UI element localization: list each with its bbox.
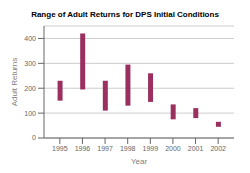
svg-text:2001: 2001 bbox=[188, 145, 204, 152]
svg-text:2002: 2002 bbox=[210, 145, 226, 152]
html-text:Range of Adult Returns for DPS: Range of Adult Returns for DPS Initial C… bbox=[31, 10, 219, 19]
svg-text:0: 0 bbox=[32, 134, 36, 141]
svg-text:1999: 1999 bbox=[143, 145, 159, 152]
svg-text:300: 300 bbox=[24, 60, 36, 67]
svg-text:2000: 2000 bbox=[165, 145, 181, 152]
svg-text:1996: 1996 bbox=[75, 145, 91, 152]
svg-text:1998: 1998 bbox=[120, 145, 136, 152]
svg-text:Adult Returns: Adult Returns bbox=[10, 58, 19, 106]
svg-text:100: 100 bbox=[24, 110, 36, 117]
svg-text:1995: 1995 bbox=[52, 145, 68, 152]
svg-text:1997: 1997 bbox=[97, 145, 113, 152]
svg-text:200: 200 bbox=[24, 85, 36, 92]
svg-text:Year: Year bbox=[131, 157, 148, 164]
svg-text:400: 400 bbox=[24, 35, 36, 42]
